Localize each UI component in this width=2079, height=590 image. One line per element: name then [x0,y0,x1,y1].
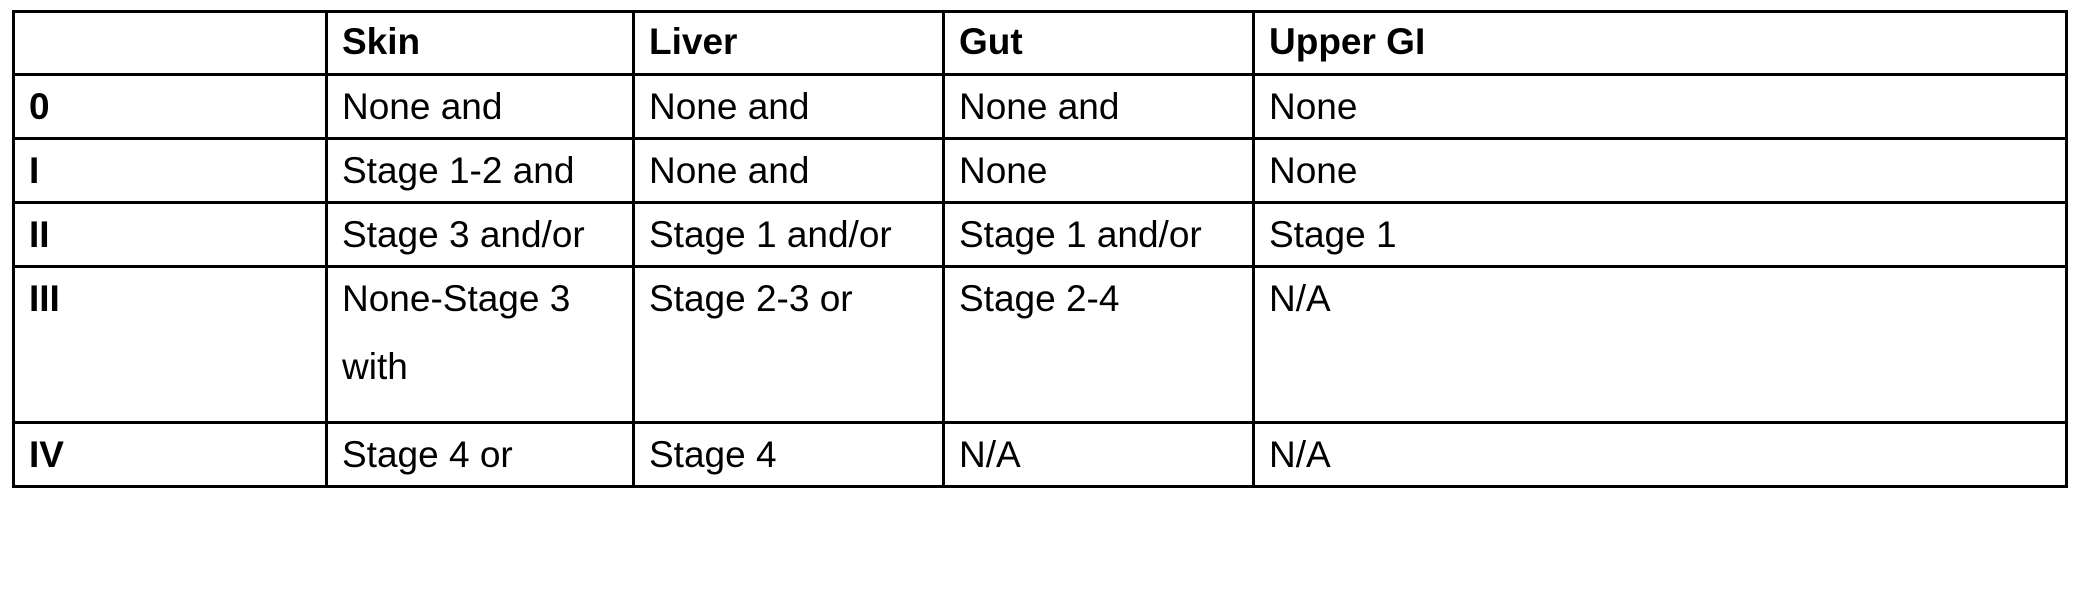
cell-upper-gi-value: N/A [1269,424,2065,473]
cell-skin-value-line2: with [342,317,632,385]
header-label-grade [29,13,325,23]
cell-gut: N/A [944,423,1254,487]
cell-gut-value: None and [959,76,1252,125]
header-cell-upper-gi: Upper GI [1254,12,2067,75]
header-label-gut: Gut [959,13,1252,60]
grade-label: IV [29,424,325,473]
cell-skin: Stage 1-2 and [327,139,634,203]
cell-skin-value: Stage 1-2 and [342,140,632,189]
cell-gut-value: Stage 2-4 [959,268,1252,317]
grade-label: I [29,140,325,189]
cell-skin: None and [327,75,634,139]
cell-liver: None and [634,75,944,139]
grade-label: III [29,268,325,317]
header-cell-gut: Gut [944,12,1254,75]
header-cell-skin: Skin [327,12,634,75]
table-row: IV Stage 4 or Stage 4 N/A N/A [14,423,2067,487]
header-label-upper-gi: Upper GI [1269,13,2065,60]
header-label-skin: Skin [342,13,632,60]
cell-grade: IV [14,423,327,487]
cell-skin: None-Stage 3 with [327,267,634,423]
grade-label: 0 [29,76,325,125]
cell-skin: Stage 3 and/or [327,203,634,267]
cell-gut: None and [944,75,1254,139]
cell-upper-gi: N/A [1254,423,2067,487]
cell-liver-value: Stage 2-3 or [649,268,942,317]
cell-gut: None [944,139,1254,203]
cell-liver: None and [634,139,944,203]
cell-skin-value: Stage 4 or [342,424,632,473]
cell-liver-value: None and [649,140,942,189]
grade-table: Skin Liver Gut Upper GI 0 None and [12,10,2068,488]
cell-skin-value: None-Stage 3 [342,268,632,317]
cell-liver: Stage 4 [634,423,944,487]
cell-upper-gi: Stage 1 [1254,203,2067,267]
table-body: 0 None and None and None and None I [14,75,2067,487]
table-row: I Stage 1-2 and None and None None [14,139,2067,203]
cell-grade: I [14,139,327,203]
cell-gut-value: N/A [959,424,1252,473]
cell-skin-value: Stage 3 and/or [342,204,632,253]
cell-grade: 0 [14,75,327,139]
cell-skin: Stage 4 or [327,423,634,487]
header-cell-liver: Liver [634,12,944,75]
table-header: Skin Liver Gut Upper GI [14,12,2067,75]
cell-upper-gi: None [1254,139,2067,203]
table-row: III None-Stage 3 with Stage 2-3 or Stage… [14,267,2067,423]
header-label-liver: Liver [649,13,942,60]
grade-label: II [29,204,325,253]
cell-gut-value: Stage 1 and/or [959,204,1252,253]
cell-grade: II [14,203,327,267]
cell-upper-gi-value: None [1269,140,2065,189]
table-header-row: Skin Liver Gut Upper GI [14,12,2067,75]
cell-upper-gi: None [1254,75,2067,139]
table-row: II Stage 3 and/or Stage 1 and/or Stage 1… [14,203,2067,267]
header-cell-grade [14,12,327,75]
cell-liver-value: Stage 4 [649,424,942,473]
cell-upper-gi: N/A [1254,267,2067,423]
table-row: 0 None and None and None and None [14,75,2067,139]
cell-gut: Stage 1 and/or [944,203,1254,267]
cell-gut: Stage 2-4 [944,267,1254,423]
cell-liver: Stage 2-3 or [634,267,944,423]
cell-upper-gi-value: None [1269,76,2065,125]
cell-gut-value: None [959,140,1252,189]
cell-grade: III [14,267,327,423]
cell-upper-gi-value: N/A [1269,268,2065,317]
cell-upper-gi-value: Stage 1 [1269,204,2065,253]
cell-liver-value: Stage 1 and/or [649,204,942,253]
cell-skin-value: None and [342,76,632,125]
page-root: Skin Liver Gut Upper GI 0 None and [0,0,2079,590]
cell-liver-value: None and [649,76,942,125]
cell-liver: Stage 1 and/or [634,203,944,267]
